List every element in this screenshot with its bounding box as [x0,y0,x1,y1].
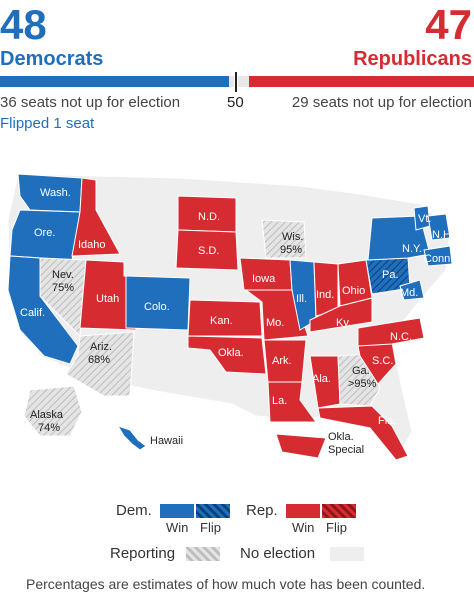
label-ariz: Ariz. [90,341,112,353]
label-sd: S.D. [198,245,219,257]
state-nc [357,317,425,347]
label-wash: Wash. [40,187,71,199]
legend-rep-flip-swatch [322,504,356,518]
label-ala: Ala. [312,373,331,385]
label-alaska: Alaska [30,409,64,421]
majority-line [235,72,237,92]
label-fla: Fla. [378,415,396,427]
label-ny: N.Y. [402,243,422,255]
label-okla-special: Okla. [328,431,354,443]
label-mo: Mo. [266,317,284,329]
state-hawaii [116,425,147,451]
label-colo: Colo. [144,301,170,313]
state-conn [423,245,453,267]
legend-no-election-swatch [330,547,364,561]
state-nh [427,213,451,241]
legend-dem-flip: Flip [200,520,221,535]
label-ore: Ore. [34,227,55,239]
label-calif: Calif. [20,307,45,319]
rep-seat-bar [249,76,474,87]
dem-seat-bar [0,76,229,87]
label-kan: Kan. [210,315,233,327]
uncalled-seat-bar-right [238,76,249,87]
label-wis-pct: 95% [280,244,302,256]
label-la: La. [272,395,287,407]
label-nev: Nev. [52,269,74,281]
state-kan [187,299,263,337]
legend-rep-win-swatch [286,504,320,518]
state-mo [244,289,309,341]
label-md: Md. [400,287,418,299]
label-okla-special-2: Special [328,444,364,456]
label-ga: Ga. [352,365,370,377]
state-ky [309,297,373,333]
dem-flipped-note: Flipped 1 seat [0,115,95,132]
label-ark: Ark. [272,355,292,367]
label-idaho: Idaho [78,239,106,251]
footnote: Percentages are estimates of how much vo… [26,576,426,592]
state-alaska [23,385,83,437]
state-ny [367,215,431,261]
label-ill: Ill. [296,293,307,305]
state-md [399,279,425,301]
legend-dem-label: Dem. [116,502,152,519]
label-sc: S.C. [372,355,393,367]
dem-not-up-note: 36 seats not up for election [0,94,181,111]
label-ga-pct: >95% [348,378,377,390]
us-senate-map: Wash. Ore. Idaho Calif. Nev. 75% Utah Co… [7,173,454,461]
legend-dem-flip-swatch [196,504,230,518]
legend-reporting-swatch [186,547,220,561]
label-ohio: Ohio [342,285,365,297]
state-okla-special [275,433,327,459]
label-nev-pct: 75% [52,282,74,294]
label-pa: Pa. [382,269,399,281]
label-nh: N.H. [432,229,454,241]
majority-marker: 50 [227,94,244,111]
label-conn: Conn. [424,253,453,265]
rep-party-label: Republicans [353,48,472,70]
label-nc: N.C. [390,331,412,343]
rep-seat-count: 47 [425,1,472,48]
dem-seat-count: 48 [0,1,47,48]
state-ariz [65,331,135,397]
state-fla [317,405,409,461]
state-okla [187,335,267,375]
label-wis: Wis. [282,231,303,243]
state-sd [175,229,239,271]
label-utah: Utah [96,293,119,305]
label-okla: Okla. [218,347,244,359]
state-wis [261,219,307,259]
label-ind: Ind. [316,289,334,301]
legend-no-election-label: No election [240,545,316,562]
legend-rep-label: Rep. [246,502,278,519]
legend-dem-win-swatch [160,504,194,518]
label-ariz-pct: 68% [88,354,110,366]
state-la [267,381,317,423]
label-iowa: Iowa [252,273,276,285]
label-alaska-pct: 74% [38,422,60,434]
rep-not-up-note: 29 seats not up for election [291,94,472,111]
label-vt: Vt. [418,213,431,225]
uncalled-seat-bar [229,76,234,87]
legend-reporting-label: Reporting [110,545,176,562]
legend-rep-win: Win [292,520,315,535]
state-ill [289,259,317,331]
legend-dem-win: Win [166,520,189,535]
label-ky: Ky. [336,317,351,329]
state-idaho [71,177,121,257]
dem-party-label: Democrats [0,48,104,70]
legend-rep-flip: Flip [326,520,347,535]
label-hawaii: Hawaii [150,435,183,447]
label-nd: N.D. [198,211,220,223]
